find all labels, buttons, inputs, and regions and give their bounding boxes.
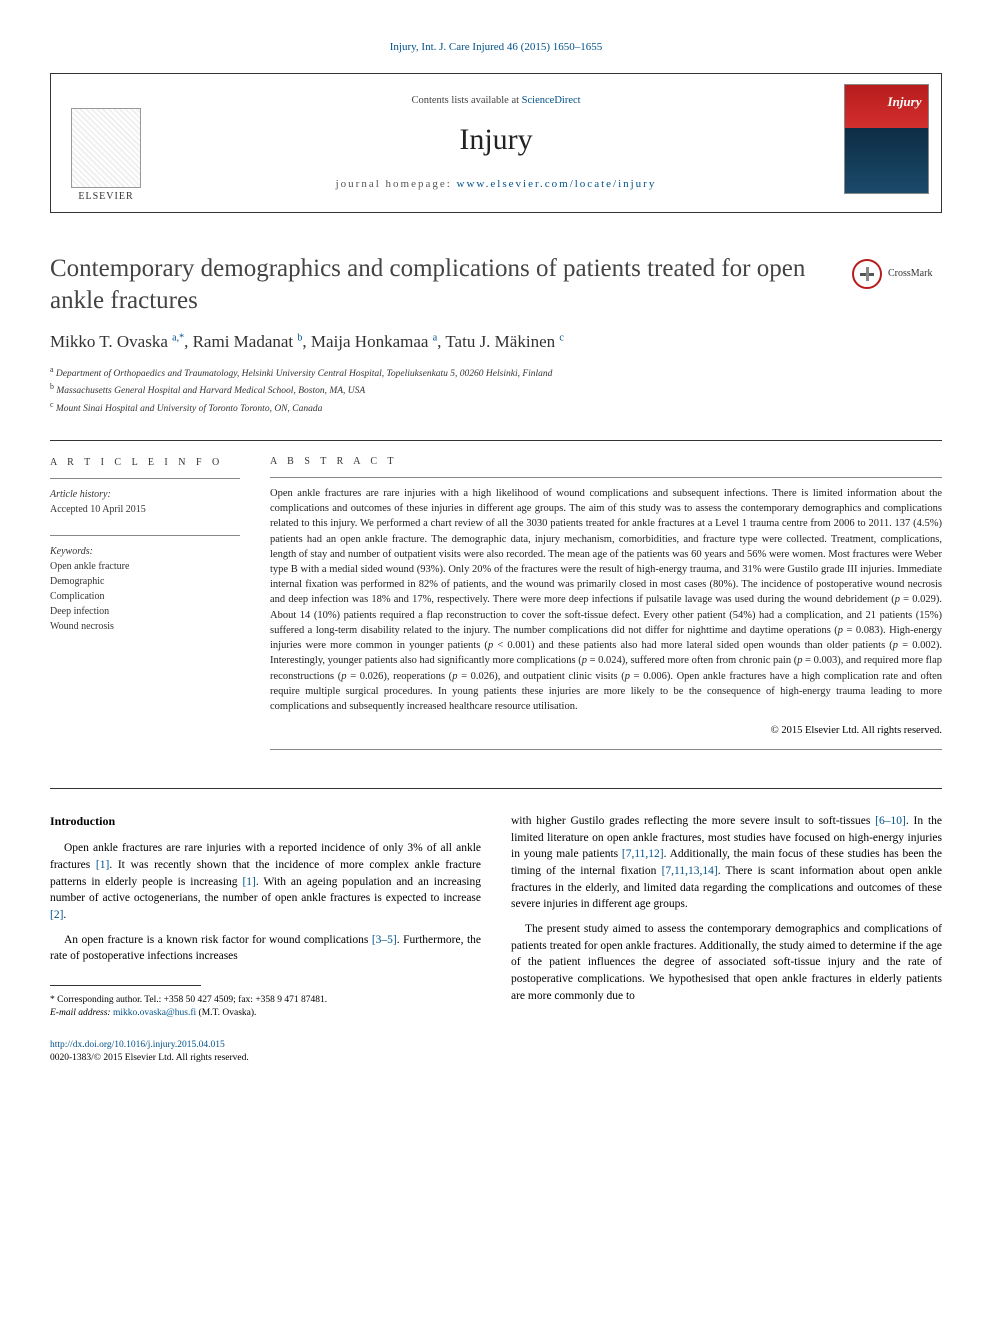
article-info-column: A R T I C L E I N F O Article history: A… (50, 455, 240, 758)
col2-paragraph-1: with higher Gustilo grades reflecting th… (511, 813, 942, 913)
affiliation-b: Massachusetts General Hospital and Harva… (56, 386, 365, 396)
issn-copyright: 0020-1383/© 2015 Elsevier Ltd. All right… (50, 1053, 249, 1063)
affiliation-c: Mount Sinai Hospital and University of T… (56, 404, 322, 414)
footnote-divider (50, 985, 201, 986)
journal-name: Injury (459, 119, 532, 161)
intro-paragraph-1: Open ankle fractures are rare injuries w… (50, 840, 481, 923)
history-label: Article history: (50, 489, 111, 500)
section-divider (50, 788, 942, 789)
homepage-prefix: journal homepage: (336, 178, 457, 190)
footnote-corr: * Corresponding author. Tel.: +358 50 42… (50, 994, 481, 1007)
journal-masthead: ELSEVIER Contents lists available at Sci… (50, 73, 942, 213)
running-header: Injury, Int. J. Care Injured 46 (2015) 1… (50, 40, 942, 55)
article-title: Contemporary demographics and complicati… (50, 253, 836, 316)
keywords-block: Keywords: Open ankle fractureDemographic… (50, 544, 240, 634)
publisher-logo-cell: ELSEVIER (51, 74, 161, 212)
introduction-heading: Introduction (50, 813, 481, 830)
crossmark-text: CrossMark (888, 267, 932, 281)
contents-line: Contents lists available at ScienceDirec… (411, 94, 580, 109)
cover-cell (831, 74, 941, 212)
article-history: Article history: Accepted 10 April 2015 (50, 487, 240, 517)
affiliation-a: Department of Orthopaedics and Traumatol… (56, 369, 553, 379)
abstract-column: A B S T R A C T Open ankle fractures are… (270, 455, 942, 758)
keywords-list: Open ankle fractureDemographicComplicati… (50, 561, 129, 632)
email-suffix: (M.T. Ovaska). (196, 1008, 256, 1018)
divider (270, 749, 942, 750)
journal-cover-icon (844, 84, 929, 194)
body-column-left: Introduction Open ankle fractures are ra… (50, 813, 481, 1065)
author-email-link[interactable]: mikko.ovaska@hus.fi (113, 1008, 196, 1018)
affiliations: a Department of Orthopaedics and Traumat… (50, 364, 942, 416)
crossmark-badge[interactable]: CrossMark (852, 259, 942, 289)
divider (270, 477, 942, 478)
crossmark-icon (852, 259, 882, 289)
intro-paragraph-2: An open fracture is a known risk factor … (50, 932, 481, 965)
sciencedirect-link[interactable]: ScienceDirect (522, 95, 581, 106)
body-columns: Introduction Open ankle fractures are ra… (50, 813, 942, 1065)
contents-prefix: Contents lists available at (411, 95, 521, 106)
author-list: Mikko T. Ovaska a,*, Rami Madanat b, Mai… (50, 330, 942, 354)
divider (50, 535, 240, 536)
abstract-text: Open ankle fractures are rare injuries w… (270, 486, 942, 714)
doi-link[interactable]: http://dx.doi.org/10.1016/j.injury.2015.… (50, 1040, 225, 1050)
keywords-label: Keywords: (50, 546, 93, 557)
email-label: E-mail address: (50, 1008, 113, 1018)
history-accepted: Accepted 10 April 2015 (50, 504, 146, 515)
doi-block: http://dx.doi.org/10.1016/j.injury.2015.… (50, 1039, 481, 1066)
elsevier-label: ELSEVIER (78, 190, 133, 204)
body-column-right: with higher Gustilo grades reflecting th… (511, 813, 942, 1065)
homepage-link[interactable]: www.elsevier.com/locate/injury (457, 178, 657, 190)
article-info-label: A R T I C L E I N F O (50, 456, 240, 470)
elsevier-tree-icon (71, 108, 141, 188)
divider (50, 478, 240, 479)
corresponding-author-footnote: * Corresponding author. Tel.: +358 50 42… (50, 994, 481, 1021)
masthead-center: Contents lists available at ScienceDirec… (161, 74, 831, 212)
col2-paragraph-2: The present study aimed to assess the co… (511, 921, 942, 1004)
abstract-label: A B S T R A C T (270, 455, 942, 469)
copyright-line: © 2015 Elsevier Ltd. All rights reserved… (270, 724, 942, 739)
homepage-line: journal homepage: www.elsevier.com/locat… (336, 177, 657, 192)
